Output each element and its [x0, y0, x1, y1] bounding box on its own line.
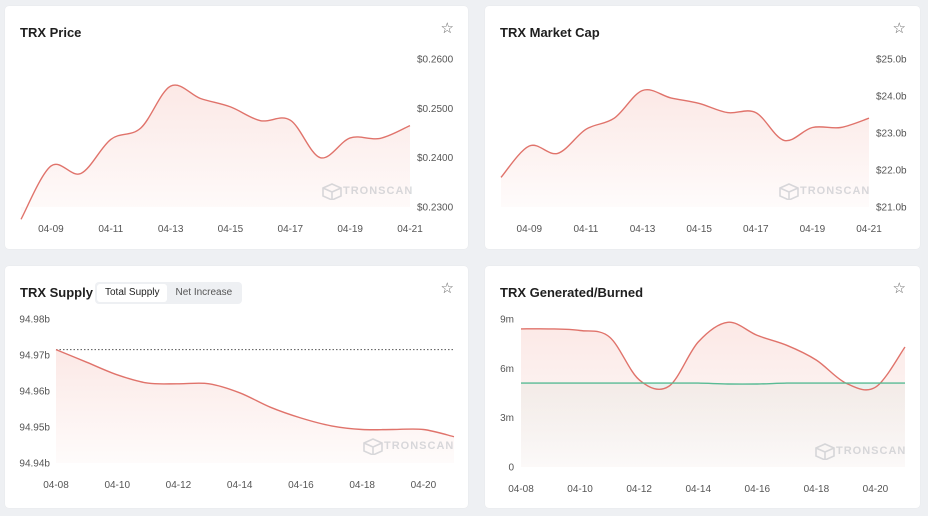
x-tick-label: 04-21 [397, 224, 423, 235]
y-tick-label: $0.2300 [417, 203, 454, 214]
watermark-text: TRONSCAN [800, 185, 871, 197]
toggle-total-supply[interactable]: Total Supply [97, 284, 168, 302]
y-tick-label: $0.2600 [417, 55, 454, 66]
trx-price-card: TRX Price ☆ $0.2300 $0.2400 $0.2500 $0.2600… [5, 6, 468, 249]
y-tick-label: 94.95b [19, 423, 50, 434]
x-tick-label: 04-16 [288, 480, 314, 491]
trx-supply-chart: 94.94b 94.95b 94.96b 94.97b 94.98b 04-08 04-10… [19, 315, 455, 491]
x-tick-label: 04-14 [685, 484, 711, 495]
x-tick-label: 04-09 [38, 224, 64, 235]
x-tick-label: 04-11 [574, 224, 599, 235]
tronscan-logo-icon [815, 443, 835, 460]
series-area [56, 349, 454, 463]
tronscan-logo-icon [363, 438, 383, 455]
x-tick-label: 04-15 [686, 224, 712, 235]
card-title: TRX Supply [20, 285, 93, 300]
y-tick-label: 0 [508, 463, 514, 474]
card-title: TRX Price [20, 25, 82, 40]
trx-generated-burned-card: TRX Generated/Burned ☆ 0 3m 6m 9m 04-08 04-10… [485, 266, 920, 508]
star-icon[interactable]: ☆ [440, 280, 454, 297]
x-tick-label: 04-13 [630, 224, 656, 235]
y-tick-label: $24.0b [876, 92, 907, 103]
star-icon[interactable]: ☆ [892, 280, 906, 297]
x-tick-label: 04-20 [411, 480, 437, 491]
y-tick-label: $23.0b [876, 129, 907, 140]
card-title: TRX Market Cap [500, 25, 600, 40]
series-line-burned [521, 382, 905, 385]
y-tick-label: 94.94b [19, 459, 50, 470]
x-tick-label: 04-12 [166, 480, 192, 491]
y-tick-label: $21.0b [876, 203, 907, 214]
trx-supply-card: TRX Supply Total Supply Net Increase ☆ 9… [5, 266, 468, 508]
tronscan-logo-icon [779, 183, 799, 200]
trx-market-cap-chart: $21.0b $22.0b $23.0b $24.0b $25.0b 04-09 04-11… [500, 55, 907, 235]
series-area [501, 89, 869, 207]
tronscan-watermark: TRONSCAN [814, 442, 906, 460]
y-tick-label: 6m [500, 364, 514, 375]
x-tick-label: 04-17 [743, 224, 769, 235]
y-tick-label: 9m [500, 315, 514, 326]
x-tick-label: 04-13 [158, 224, 184, 235]
x-tick-label: 04-19 [800, 224, 826, 235]
y-tick-label: $22.0b [876, 166, 907, 177]
x-tick-label: 04-20 [863, 484, 889, 495]
watermark-text: TRONSCAN [384, 440, 455, 452]
x-tick-label: 04-12 [626, 484, 652, 495]
x-tick-label: 04-08 [43, 480, 69, 491]
x-tick-label: 04-17 [278, 224, 304, 235]
series-line [520, 321, 906, 391]
tronscan-watermark: TRONSCAN [362, 437, 454, 455]
x-tick-label: 04-15 [218, 224, 244, 235]
tronscan-logo-icon [322, 183, 342, 200]
watermark-text: TRONSCAN [836, 445, 907, 457]
y-tick-label: 94.96b [19, 387, 50, 398]
series-line [55, 348, 455, 438]
x-tick-label: 04-18 [804, 484, 830, 495]
y-tick-label: $25.0b [876, 55, 907, 66]
x-tick-label: 04-11 [98, 224, 123, 235]
x-tick-label: 04-21 [856, 224, 882, 235]
toggle-net-increase[interactable]: Net Increase [175, 287, 233, 298]
series-line [20, 84, 411, 220]
x-tick-label: 04-14 [227, 480, 253, 491]
x-tick-label: 04-10 [104, 480, 130, 491]
series-line [500, 89, 870, 178]
tronscan-watermark: TRONSCAN [321, 182, 413, 200]
y-tick-label: 94.98b [19, 315, 50, 326]
x-tick-label: 04-08 [508, 484, 534, 495]
x-tick-label: 04-10 [567, 484, 593, 495]
y-tick-label: $0.2400 [417, 153, 454, 164]
x-tick-label: 04-18 [349, 480, 375, 491]
star-icon[interactable]: ☆ [892, 20, 906, 37]
trx-price-chart: $0.2300 $0.2400 $0.2500 $0.2600 04-09 04-11 04… [20, 55, 454, 235]
tronscan-watermark: TRONSCAN [778, 182, 870, 200]
watermark-text: TRONSCAN [343, 185, 414, 197]
y-tick-label: 3m [500, 413, 514, 424]
series-area [21, 85, 410, 220]
card-title: TRX Generated/Burned [500, 285, 644, 300]
star-icon[interactable]: ☆ [440, 20, 454, 37]
trx-generated-burned-chart: 0 3m 6m 9m 04-08 04-10 04-12 04-14 04-16 04-18 04-… [500, 315, 906, 495]
y-tick-label: 94.97b [19, 351, 50, 362]
y-tick-label: $0.2500 [417, 104, 454, 115]
series-area [521, 322, 905, 467]
x-tick-label: 04-16 [745, 484, 771, 495]
supply-toggle: Total Supply Net Increase [95, 282, 243, 304]
trx-market-cap-card: TRX Market Cap ☆ $21.0b $22.0b $23.0b $24.0… [485, 6, 920, 249]
x-tick-label: 04-09 [517, 224, 543, 235]
x-tick-label: 04-19 [337, 224, 363, 235]
